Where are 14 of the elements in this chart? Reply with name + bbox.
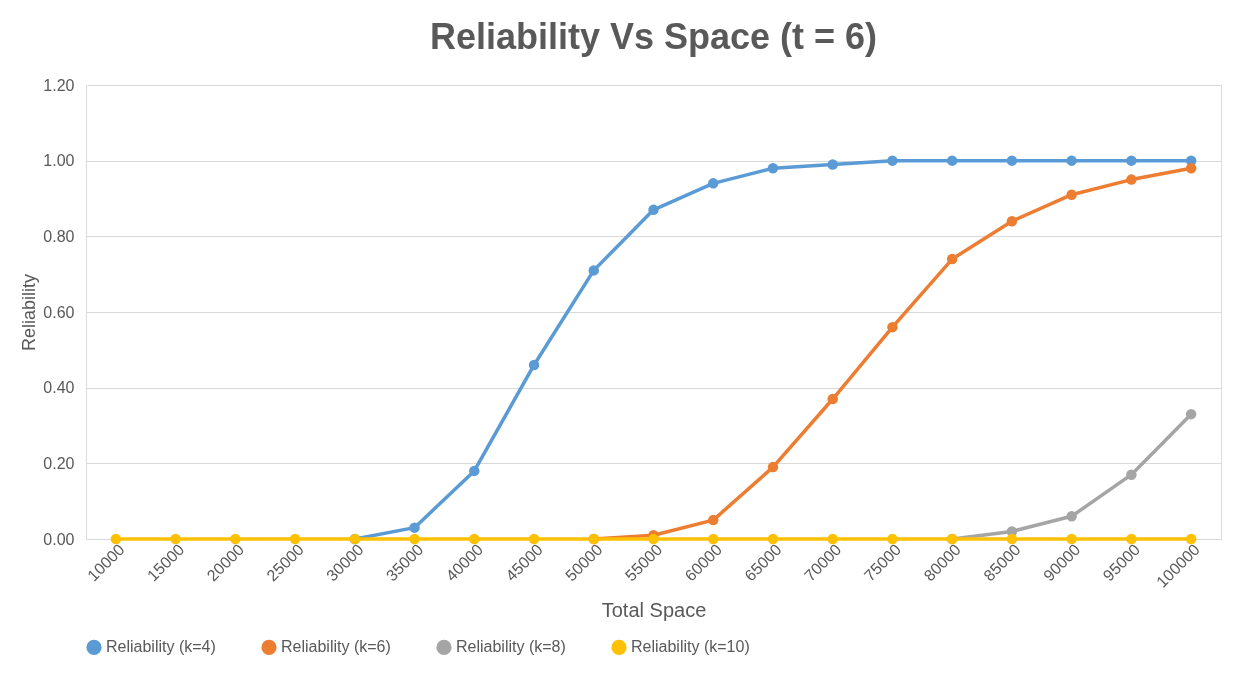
y-tick-label: 1.00 (43, 152, 75, 170)
legend-label: Reliability (k=6) (281, 638, 391, 656)
y-tick-label: 1.20 (43, 76, 75, 94)
legend-label: Reliability (k=4) (106, 638, 216, 656)
y-tick-label: 0.80 (43, 227, 75, 245)
legend-label: Reliability (k=8) (456, 638, 566, 656)
y-tick-label: 0.40 (43, 379, 75, 397)
y-axis-title: Reliability (19, 273, 40, 352)
y-tick-label: 0.20 (43, 454, 75, 472)
y-tick-label: 0.60 (43, 303, 75, 321)
y-tick-label: 0.00 (43, 530, 75, 548)
chart-title: Reliability Vs Space (t = 6) (429, 16, 878, 57)
x-axis-title: Total Space (601, 598, 707, 621)
legend-label: Reliability (k=10) (631, 638, 750, 656)
